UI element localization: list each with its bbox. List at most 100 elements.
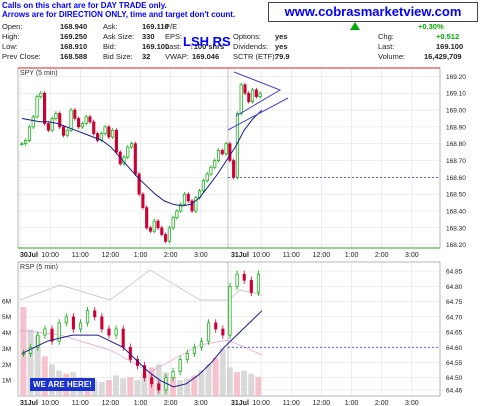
- candle-body: [31, 116, 35, 128]
- volume-bar: [127, 376, 134, 396]
- volume-bar: [113, 375, 119, 396]
- candle-body: [126, 146, 130, 158]
- down-arrow-icon: ↓: [190, 42, 194, 51]
- candle-body: [239, 84, 243, 114]
- candle-body: [213, 160, 217, 168]
- candle-body: [58, 113, 62, 128]
- volume-bar: [184, 378, 191, 396]
- pe-label: P/E: [165, 22, 178, 31]
- candle-body: [171, 371, 175, 379]
- volume-bar: [212, 357, 219, 396]
- candle-body: [256, 273, 260, 293]
- open-label: Open:: [2, 22, 23, 31]
- x-tick-label: 31Jul: [231, 400, 249, 406]
- high-label: High:: [2, 32, 20, 41]
- volume-bar: [248, 373, 255, 396]
- x-tick-label: 12:00: [313, 252, 331, 259]
- candle-body: [64, 316, 68, 324]
- volume-bar: [177, 380, 184, 396]
- candle-body: [164, 234, 168, 242]
- eps-label: EPS:: [165, 32, 183, 41]
- candle-body: [29, 346, 33, 354]
- candle-body: [228, 143, 232, 161]
- x-tick-label: 3:00: [194, 252, 208, 259]
- candle-body: [65, 129, 69, 136]
- candle-body: [73, 109, 77, 119]
- asksize-label: Ask Size:: [103, 32, 135, 41]
- candle-body: [50, 328, 54, 342]
- disclaimer-line-2: Arrows are for DIRECTION ONLY, time and …: [2, 10, 236, 19]
- x-tick-label: 12:00: [102, 400, 120, 406]
- y-tick-label: 64.50: [446, 375, 463, 382]
- x-tick-label: 10:00: [252, 252, 270, 259]
- options-value: yes: [275, 32, 288, 41]
- candle-body: [43, 328, 47, 336]
- candle-body: [220, 150, 224, 155]
- candle-body: [114, 129, 118, 153]
- moving-average-line: [21, 310, 263, 388]
- candle-body: [100, 316, 104, 330]
- y-tick-label: 64.65: [446, 330, 463, 337]
- candle-body: [228, 286, 232, 336]
- site-url[interactable]: www.cobrasmarketview.com: [268, 2, 478, 22]
- volume-bar: [241, 370, 248, 396]
- overlay-line-gray: [19, 269, 263, 301]
- candle-body: [232, 160, 236, 178]
- candle-body: [22, 353, 26, 355]
- candle-body: [137, 173, 141, 195]
- volume-bar: [34, 335, 41, 396]
- candle-body: [20, 143, 24, 146]
- y-tick-label: 64.60: [446, 345, 463, 352]
- x-tick-label: 3:00: [405, 400, 419, 406]
- candle-body: [92, 121, 96, 134]
- volume-tick-label: 6M: [2, 298, 11, 305]
- candle-body: [84, 116, 88, 124]
- candle-body: [111, 129, 115, 138]
- volume-value: 16,429,709: [424, 52, 462, 61]
- x-tick-label: 10:00: [41, 252, 59, 259]
- candle-body: [179, 203, 183, 212]
- y-tick-label: 64.80: [446, 284, 463, 291]
- vwap-value: 169.046: [192, 52, 220, 61]
- candle-body: [214, 322, 218, 330]
- candle-body: [107, 328, 111, 336]
- volume-bar: [41, 356, 48, 396]
- x-tick-label: 1:00: [345, 252, 359, 259]
- candle-body: [145, 207, 149, 229]
- volume-tick-label: 3M: [2, 346, 11, 353]
- volume-bar: [120, 378, 127, 396]
- volume-bar: [105, 380, 112, 396]
- chart-title: RSP (5 min): [20, 264, 58, 271]
- candle-body: [50, 118, 54, 131]
- candle-body: [80, 123, 84, 128]
- x-tick-label: 10:00: [41, 400, 59, 406]
- volume-bar: [155, 364, 162, 396]
- candle-body: [156, 220, 160, 229]
- y-tick-label: 168.50: [446, 192, 466, 199]
- candle-body: [95, 133, 100, 141]
- x-tick-label: 11:00: [283, 252, 300, 259]
- candle-body: [61, 126, 66, 136]
- high-value: 169.250: [60, 32, 88, 41]
- prevclose-label: Prev Close:: [2, 52, 41, 61]
- up-triangle-icon: [350, 22, 360, 30]
- x-tick-label: 3:00: [405, 252, 419, 259]
- candle-body: [235, 273, 239, 287]
- candle-body: [192, 346, 196, 354]
- chart-title: SPY (5 min): [20, 70, 58, 77]
- quote-header: Calls on this chart are for DAY TRADE on…: [0, 0, 480, 66]
- x-tick-label: 11:00: [283, 400, 300, 406]
- candle-body: [207, 322, 211, 342]
- volume-bar: [226, 367, 233, 396]
- candle-body: [249, 279, 253, 293]
- y-tick-label: 168.20: [446, 242, 466, 249]
- candle-body: [57, 322, 61, 342]
- bidsize-value: 32: [142, 52, 151, 61]
- candle-body: [247, 92, 251, 102]
- candle-body: [107, 126, 111, 138]
- candle-body: [160, 227, 164, 235]
- lsh-rs-label: LSH RS: [183, 34, 231, 49]
- bid-value: 169.100: [142, 42, 170, 51]
- y-tick-label: 64.75: [446, 299, 463, 306]
